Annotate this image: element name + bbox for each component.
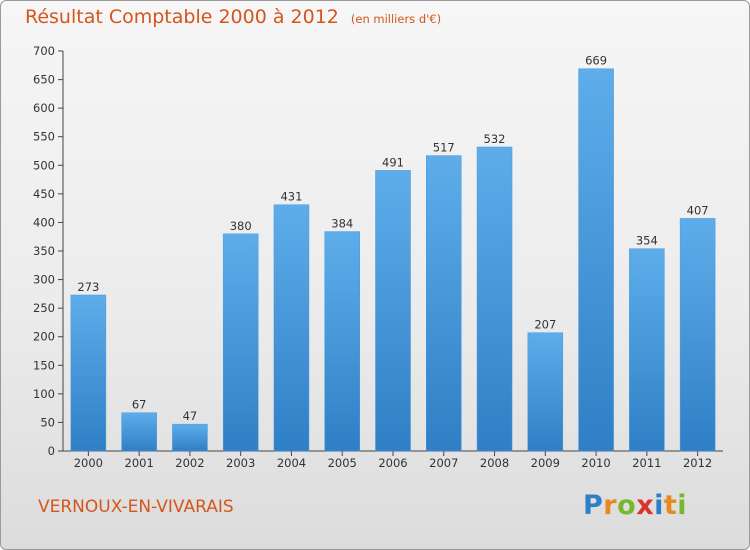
logo-letter: o xyxy=(617,490,637,521)
x-tick-label: 2012 xyxy=(683,456,712,470)
bar xyxy=(476,146,513,452)
bar-value-label: 47 xyxy=(183,409,198,423)
bar-value-label: 517 xyxy=(433,141,455,155)
x-tick-label: 2003 xyxy=(226,456,255,470)
bar-value-label: 273 xyxy=(77,280,99,294)
chart-header: Résultat Comptable 2000 à 2012 (en millie… xyxy=(25,6,441,28)
bar xyxy=(679,218,716,452)
x-tick-label: 2004 xyxy=(277,456,306,470)
x-tick-label: 2005 xyxy=(328,456,357,470)
y-tick-label: 450 xyxy=(33,187,55,201)
bar xyxy=(426,155,462,452)
bar-value-label: 354 xyxy=(636,234,658,248)
y-tick-label: 500 xyxy=(33,158,55,172)
y-tick-label: 150 xyxy=(33,358,55,372)
chart-title: Résultat Comptable 2000 à 2012 xyxy=(25,6,339,28)
y-tick-label: 600 xyxy=(33,101,55,115)
bar xyxy=(629,248,665,452)
bar-value-label: 532 xyxy=(484,132,506,146)
bar-value-label: 491 xyxy=(382,155,404,169)
bar-value-label: 384 xyxy=(331,217,353,231)
logo-letter: t xyxy=(663,490,678,521)
y-tick-label: 0 xyxy=(48,444,55,458)
x-tick-label: 2007 xyxy=(429,456,458,470)
bar xyxy=(121,412,157,452)
bar xyxy=(273,204,310,452)
bar xyxy=(375,170,411,452)
x-tick-label: 2000 xyxy=(74,456,103,470)
y-tick-label: 350 xyxy=(33,244,55,258)
y-tick-label: 400 xyxy=(33,215,55,229)
bar-value-label: 67 xyxy=(132,398,147,412)
bar-value-label: 431 xyxy=(280,190,302,204)
chart-bars xyxy=(70,68,716,452)
bar-value-label: 407 xyxy=(687,203,709,217)
logo-letter: P xyxy=(583,490,604,521)
x-tick-label: 2011 xyxy=(632,456,661,470)
x-tick-label: 2001 xyxy=(125,456,154,470)
place-name: VERNOUX-EN-VIVARAIS xyxy=(38,497,234,517)
bar xyxy=(527,332,564,452)
bar-value-label: 669 xyxy=(585,54,607,68)
bar-value-label: 207 xyxy=(534,318,556,332)
logo-letter: i xyxy=(677,490,688,521)
y-tick-label: 200 xyxy=(33,330,55,344)
bar xyxy=(70,294,107,452)
bar xyxy=(172,423,208,452)
bar xyxy=(324,231,360,452)
bar xyxy=(578,68,614,452)
logo-letter: r xyxy=(603,490,618,521)
x-tick-label: 2010 xyxy=(581,456,610,470)
chart-subtitle: (en milliers d'€) xyxy=(350,12,442,26)
proxiti-logo: Proxiti xyxy=(583,490,687,521)
bar xyxy=(222,233,259,452)
chart-data-labels: 273 67 47 380 431 384 491 517 532 207 669 354 407 xyxy=(77,54,708,423)
y-tick-label: 100 xyxy=(33,387,55,401)
bar-value-label: 380 xyxy=(230,219,252,233)
x-tick-label: 2006 xyxy=(378,456,407,470)
logo-letter: x xyxy=(636,490,655,521)
logo-letter: i xyxy=(654,490,664,521)
x-tick-label: 2008 xyxy=(480,456,509,470)
x-tick-label: 2009 xyxy=(531,456,560,470)
y-tick-label: 50 xyxy=(40,415,55,429)
x-tick-label: 2002 xyxy=(175,456,204,470)
y-tick-label: 300 xyxy=(33,273,55,287)
y-tick-label: 550 xyxy=(33,130,55,144)
y-tick-label: 700 xyxy=(33,44,55,58)
y-tick-label: 250 xyxy=(33,301,55,315)
y-tick-label: 650 xyxy=(33,73,55,87)
